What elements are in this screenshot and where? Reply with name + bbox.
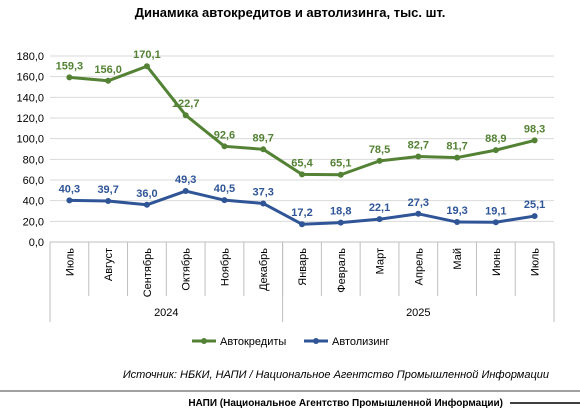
data-label: 88,9 xyxy=(485,133,506,145)
data-point xyxy=(143,63,150,70)
y-tick-label: 140,0 xyxy=(16,92,44,104)
data-point xyxy=(105,197,112,204)
x-tick-label: Октябрь xyxy=(181,248,193,291)
x-tick-label: Август xyxy=(103,248,115,281)
data-point xyxy=(66,197,73,204)
y-tick-label: 160,0 xyxy=(16,72,44,84)
data-point xyxy=(221,197,228,204)
legend: Автокредиты Автолизинг xyxy=(192,336,390,348)
data-label: 17,2 xyxy=(291,207,312,219)
data-label: 122,7 xyxy=(172,98,200,110)
data-point xyxy=(337,171,344,178)
data-label: 65,1 xyxy=(330,158,351,170)
y-tick-label: 180,0 xyxy=(16,51,44,63)
data-label: 159,3 xyxy=(56,60,84,72)
x-tick-label: Июль xyxy=(64,248,76,276)
data-point xyxy=(376,216,383,223)
footer-text: НАПИ (Национальное Агентство Промышленно… xyxy=(188,397,503,409)
y-tick-label: 40,0 xyxy=(23,196,44,208)
legend-label-autocredit: Автокредиты xyxy=(220,336,286,348)
data-point xyxy=(182,188,189,195)
data-point xyxy=(454,219,461,226)
series-autocredit: 159,3 156,0 170,1 122,7 92,6 89,7 65,4 65,1 78,5… xyxy=(56,49,545,178)
data-label: 40,5 xyxy=(214,183,235,195)
y-tick-label: 80,0 xyxy=(23,154,44,166)
data-label: 156,0 xyxy=(94,64,122,76)
data-point xyxy=(182,112,189,119)
y-axis: 0,0 20,0 40,0 60,0 80,0 100,0 120,0 140,0 160,0 1… xyxy=(16,51,44,249)
data-point xyxy=(415,153,422,160)
x-tick-label: Апрель xyxy=(413,248,425,286)
data-point xyxy=(531,213,538,220)
data-label: 92,6 xyxy=(214,129,235,141)
data-point xyxy=(299,221,305,228)
data-label: 89,7 xyxy=(253,132,274,144)
data-label: 40,3 xyxy=(59,183,80,195)
data-label: 22,1 xyxy=(369,202,390,214)
y-tick-label: 0,0 xyxy=(29,237,44,249)
x-tick-label: Июль xyxy=(530,248,542,276)
x-tick-label: Февраль xyxy=(336,248,348,293)
data-point xyxy=(260,200,267,207)
data-label: 98,3 xyxy=(524,123,545,135)
grid xyxy=(50,55,554,243)
data-point xyxy=(492,147,499,154)
x-group-label: 2024 xyxy=(154,307,178,319)
data-label: 170,1 xyxy=(133,49,161,61)
y-tick-label: 120,0 xyxy=(16,113,44,125)
data-label: 19,3 xyxy=(446,205,467,217)
x-group-label: 2025 xyxy=(406,307,430,319)
data-label: 65,4 xyxy=(291,157,313,169)
data-point xyxy=(492,219,499,226)
data-point xyxy=(337,219,344,226)
x-axis: Июль Август Сентябрь Октябрь Ноябрь Декабрь Ян… xyxy=(49,242,555,322)
y-tick-label: 100,0 xyxy=(16,134,44,146)
chart-title: Динамика автокредитов и автолизинга, тыс… xyxy=(135,5,446,20)
x-tick-label: Декабрь xyxy=(258,248,270,291)
data-label: 37,3 xyxy=(253,186,274,198)
data-point xyxy=(66,74,73,81)
x-tick-label: Июнь xyxy=(491,248,503,276)
data-point xyxy=(105,77,112,84)
data-label: 25,1 xyxy=(524,199,545,211)
y-tick-label: 20,0 xyxy=(23,216,44,228)
x-tick-label: Сентябрь xyxy=(142,248,154,298)
data-label: 82,7 xyxy=(408,140,429,152)
data-point xyxy=(376,157,383,164)
y-tick-label: 60,0 xyxy=(23,175,44,187)
legend-label-autoleasing: Автолизинг xyxy=(332,336,390,348)
legend-marker-autoleasing xyxy=(313,338,319,344)
data-label: 81,7 xyxy=(446,141,467,153)
source-note: Источник: НБКИ, НАПИ / Национальное Аген… xyxy=(123,369,549,381)
data-point xyxy=(415,210,422,217)
data-label: 19,1 xyxy=(485,205,506,217)
x-tick-label: Ноябрь xyxy=(219,248,231,286)
data-point xyxy=(260,146,267,153)
data-point xyxy=(454,154,461,161)
legend-marker-autocredit xyxy=(201,338,207,344)
data-label: 78,5 xyxy=(369,144,390,156)
data-point xyxy=(299,171,305,178)
series-autoleasing: 40,3 39,7 36,0 49,3 40,5 37,3 17,2 18,8 22,1 27,3… xyxy=(59,174,545,228)
data-label: 39,7 xyxy=(97,184,118,196)
data-label: 49,3 xyxy=(175,174,196,186)
data-label: 18,8 xyxy=(330,206,351,218)
data-point xyxy=(531,137,538,144)
x-tick-label: Май xyxy=(452,248,464,270)
x-tick-label: Январь xyxy=(297,248,309,286)
data-label: 27,3 xyxy=(408,197,429,209)
data-point xyxy=(143,201,150,208)
data-label: 36,0 xyxy=(136,188,157,200)
data-point xyxy=(221,143,228,150)
x-tick-label: Март xyxy=(375,248,387,274)
series-layer: 159,3 156,0 170,1 122,7 92,6 89,7 65,4 65,1 78,5… xyxy=(56,49,545,228)
